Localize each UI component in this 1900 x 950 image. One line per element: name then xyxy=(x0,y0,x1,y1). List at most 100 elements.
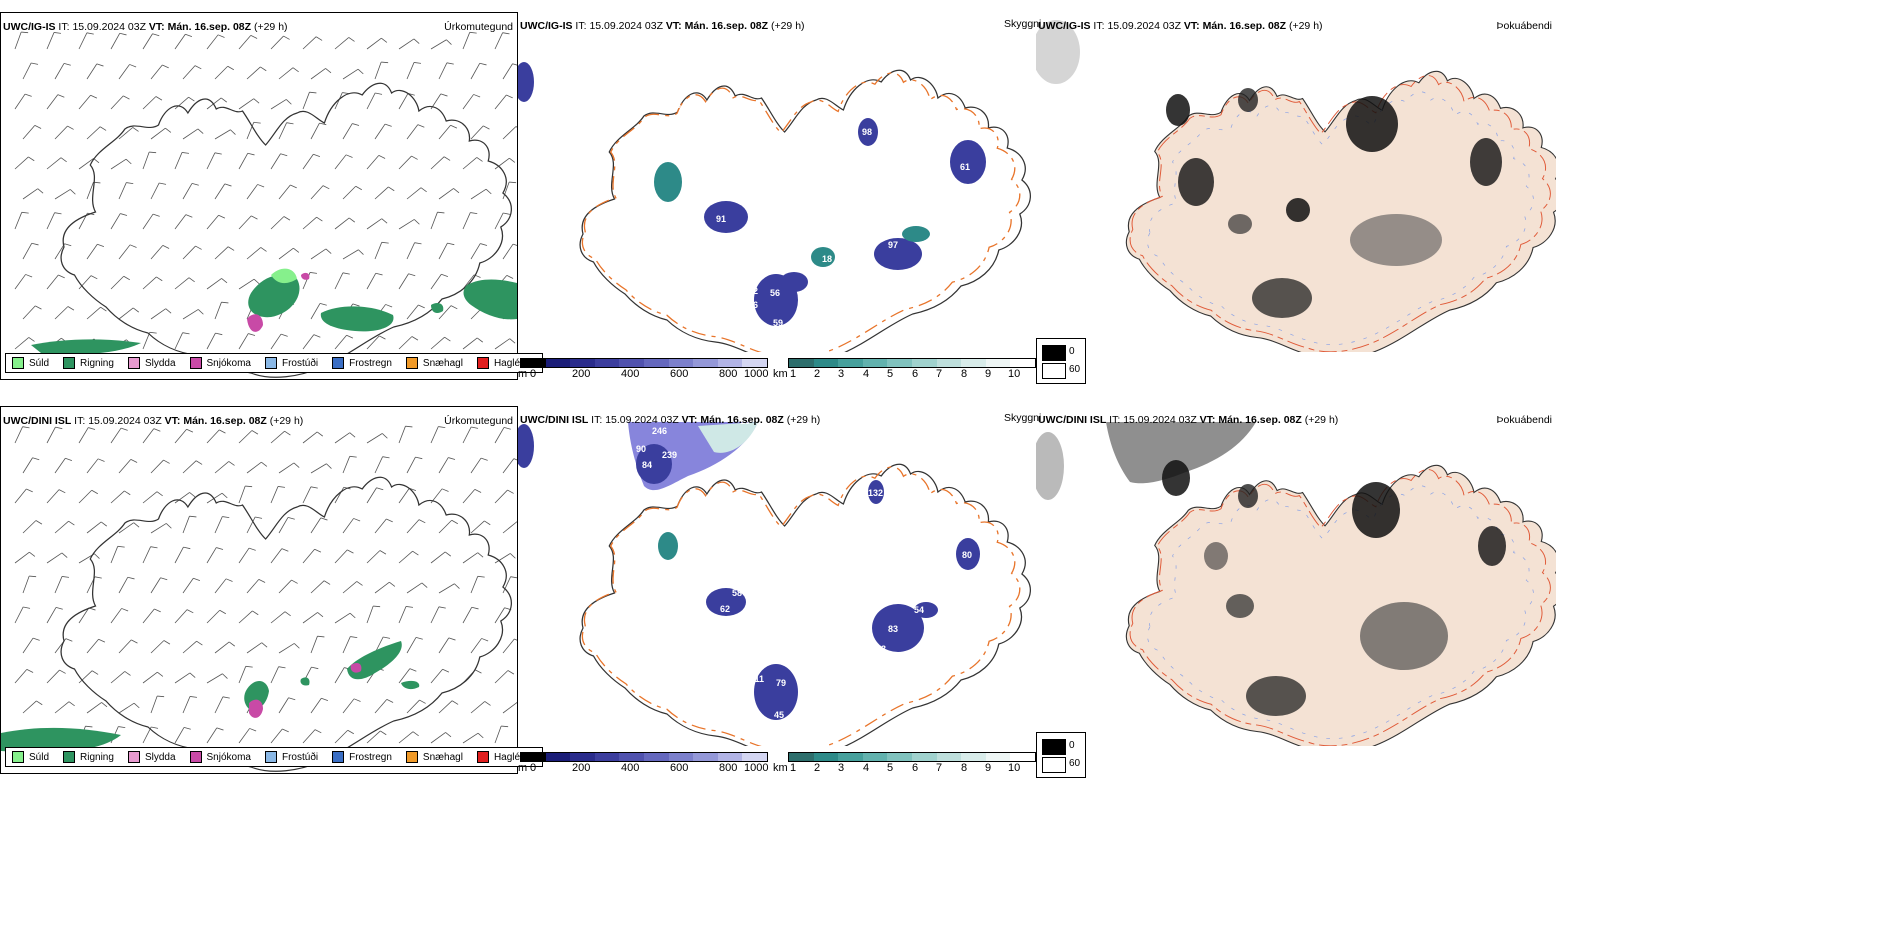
wind-barb xyxy=(110,275,125,290)
legend-swatch xyxy=(63,357,76,369)
legend-label: Snæhagl xyxy=(422,357,463,369)
wind-barb xyxy=(334,729,349,744)
wind-barb xyxy=(374,186,389,200)
wind-barb xyxy=(238,547,250,564)
wind-barb xyxy=(150,308,166,320)
coastline xyxy=(579,69,1031,352)
legend-label: Súld xyxy=(29,751,50,763)
wind-barb xyxy=(150,64,163,80)
precip-type-panel-2: UWC/DINI ISL IT: 15.09.2024 03Z VT: Mán.… xyxy=(0,406,544,774)
wind-barb-flag xyxy=(475,669,482,674)
wind-barb xyxy=(278,247,294,260)
wind-barb-flag xyxy=(32,457,40,461)
wind-barb xyxy=(270,548,283,564)
wind-barb-flag xyxy=(63,63,71,66)
wind-barb-flag xyxy=(58,274,65,279)
visibility-colorbar xyxy=(788,752,1036,762)
wind-barb xyxy=(182,640,197,654)
wind-barb xyxy=(462,732,479,744)
wind-barb xyxy=(366,92,376,110)
legend-swatch xyxy=(476,751,489,763)
wind-barb xyxy=(110,671,126,684)
wind-barb-flag xyxy=(68,520,75,526)
wind-barb-flag xyxy=(313,334,321,338)
wind-barb xyxy=(110,95,124,110)
wind-barb xyxy=(142,428,155,444)
wind-barb xyxy=(206,429,220,444)
wind-barb xyxy=(142,96,157,110)
wind-barb xyxy=(398,93,409,110)
wind-barb xyxy=(462,32,471,50)
wind-barb xyxy=(246,66,261,80)
legend-item: Haglél xyxy=(476,751,523,763)
wind-barb-flag xyxy=(197,309,204,315)
cloud-num: 82 xyxy=(748,286,758,296)
wind-barb xyxy=(174,214,187,230)
wind-barb xyxy=(46,32,55,50)
legend-label: Haglél xyxy=(493,751,523,763)
wind-barb-flag xyxy=(512,243,517,246)
wind-barb xyxy=(142,33,153,50)
wind-barb xyxy=(462,212,471,230)
cloud-num: 45 xyxy=(774,710,784,720)
wind-barb xyxy=(206,278,222,290)
colorbars-2: m 0 200 400 600 800 1000 km 1 2 3 4 5 6 … xyxy=(518,752,1036,776)
legend-label: Rigning xyxy=(80,751,114,763)
wind-barb xyxy=(302,431,318,444)
wind-barb-flag xyxy=(418,519,426,524)
wind-barb-flag xyxy=(445,732,452,738)
wind-barb-flag xyxy=(292,67,299,73)
vis-tick: 3 xyxy=(838,368,845,380)
wind-barb-flag xyxy=(149,331,157,334)
wind-barb-flag xyxy=(288,697,296,701)
wind-barb-flag xyxy=(484,520,491,526)
wind-barb-flag xyxy=(64,243,72,247)
wind-barb xyxy=(406,242,415,260)
wind-barb-flag xyxy=(383,636,391,639)
wind-barb-flag xyxy=(53,32,62,34)
wind-barb xyxy=(46,94,59,110)
wind-barb-flag xyxy=(347,729,354,735)
vis-tick: 1 xyxy=(790,368,797,380)
legend-label: Frostúði xyxy=(281,751,319,763)
wind-barb-flag xyxy=(450,305,458,310)
legend-item: Frostúði xyxy=(264,357,318,369)
wind-barb-flag xyxy=(260,66,267,72)
wind-barb xyxy=(278,122,287,140)
colorbars-1: m 0 200 400 600 800 1000 km 1 2 3 4 5 6 … xyxy=(518,358,1036,382)
legend-item: Slydda xyxy=(127,357,176,369)
wind-barb-flag xyxy=(413,62,422,64)
wind-barb xyxy=(22,520,37,534)
wind-barb-flag xyxy=(471,606,479,610)
wind-barb xyxy=(182,183,193,200)
cloud-num: 83 xyxy=(888,624,898,634)
wind-barb xyxy=(118,702,135,714)
cloud-tick: 0 xyxy=(530,762,537,774)
wind-barb xyxy=(342,581,358,594)
legend-item: Rigning xyxy=(63,751,114,763)
wind-barb-flag xyxy=(470,212,478,215)
wind-barb-flag xyxy=(35,305,42,310)
wind-barb-flag xyxy=(388,186,395,192)
wind-barb xyxy=(118,182,127,200)
vis-tick: 1 xyxy=(790,762,797,774)
wind-barb xyxy=(470,243,481,260)
wind-barb xyxy=(310,303,321,320)
wind-barb xyxy=(214,516,223,534)
wind-barb-flag xyxy=(100,306,107,312)
wind-barb-flag xyxy=(381,37,388,43)
legend-swatch xyxy=(12,751,24,763)
cloud-colorbar xyxy=(520,358,768,368)
wind-barb-flag xyxy=(510,576,517,579)
wind-barb xyxy=(214,65,229,80)
wind-barb xyxy=(302,334,315,350)
it-value: 15.09.2024 03Z xyxy=(589,20,663,32)
wind-barb-flag xyxy=(101,702,108,708)
wind-barb xyxy=(150,182,160,200)
wind-barb xyxy=(246,642,262,654)
wind-barb xyxy=(278,67,294,80)
fog-title: Þokuábendi xyxy=(1496,414,1552,426)
wind-barb xyxy=(470,576,479,594)
wind-barb-flag xyxy=(181,152,190,154)
wind-barb xyxy=(46,552,63,564)
